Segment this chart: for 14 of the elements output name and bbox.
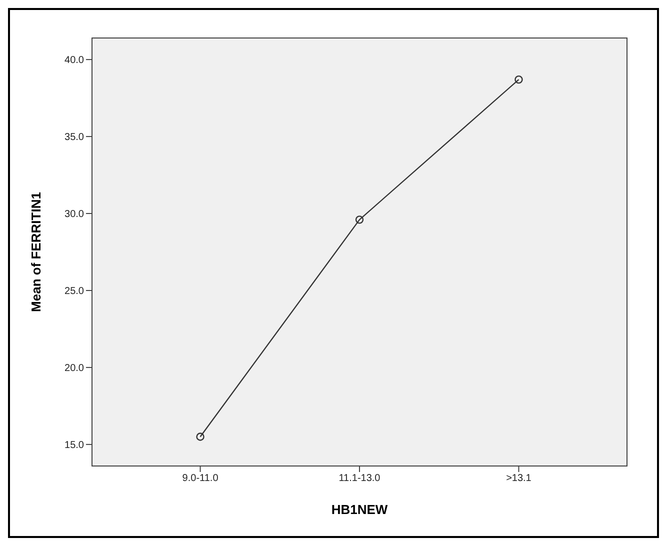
y-tick-label: 40.0 [64,55,84,66]
y-tick-label: 25.0 [64,286,84,298]
x-tick-label: 11.1-13.0 [338,473,381,484]
x-axis-title: HB1NEW [331,502,388,517]
point [196,432,204,441]
point [355,216,364,224]
point [514,75,523,84]
x-tick-label: 9.0-11.0 [182,473,219,484]
x-tick-label: >13.1 [506,473,532,484]
y-axis-title: Mean of FERRITIN1 [28,192,44,312]
y-tick-label: 20.0 [64,363,84,374]
y-tick-label: 35.0 [64,132,84,144]
y-tick-label: 15.0 [64,440,84,451]
y-tick-label: 30.0 [64,209,84,220]
